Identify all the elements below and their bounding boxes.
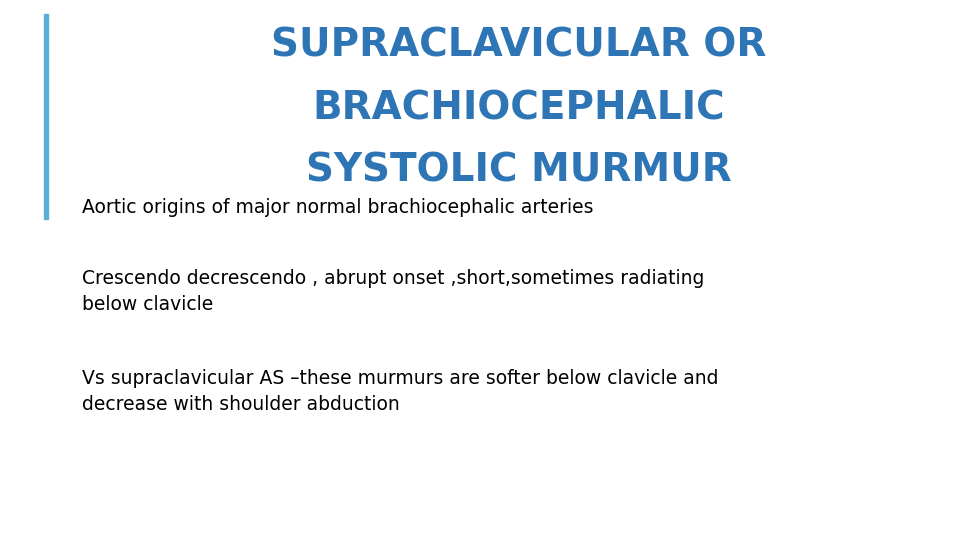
Bar [44,14,48,219]
Text: SYSTOLIC MURMUR: SYSTOLIC MURMUR [305,151,732,189]
Text: Aortic origins of major normal brachiocephalic arteries: Aortic origins of major normal brachioce… [82,198,593,218]
Text: Vs supraclavicular AS –these murmurs are softer below clavicle and
decrease with: Vs supraclavicular AS –these murmurs are… [82,369,718,414]
Text: BRACHIOCEPHALIC: BRACHIOCEPHALIC [312,89,725,127]
Text: SUPRACLAVICULAR OR: SUPRACLAVICULAR OR [271,27,766,65]
Text: Crescendo decrescendo , abrupt onset ,short,sometimes radiating
below clavicle: Crescendo decrescendo , abrupt onset ,sh… [82,269,704,314]
